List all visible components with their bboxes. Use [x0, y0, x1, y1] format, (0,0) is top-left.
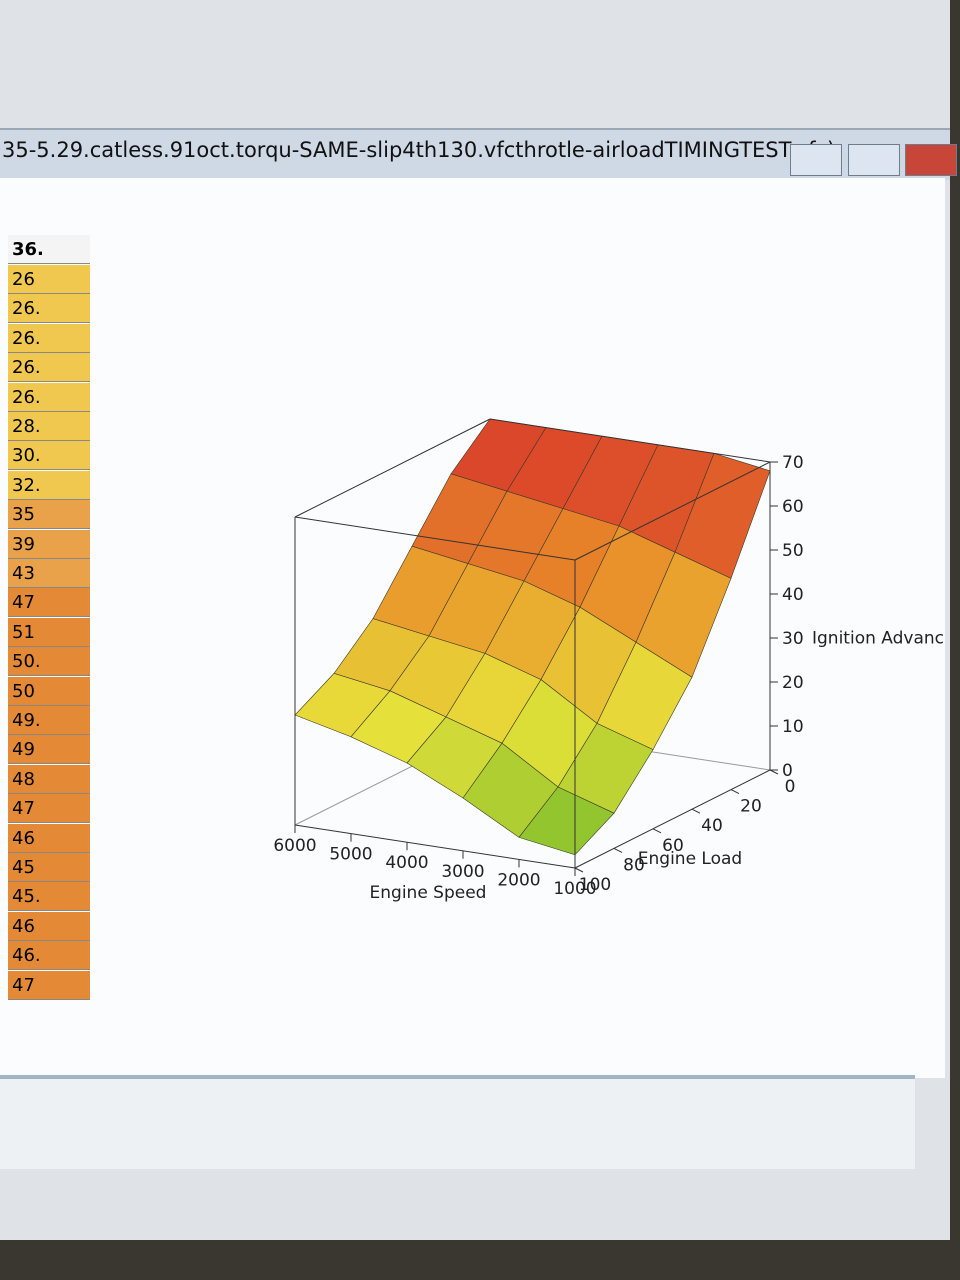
x-tick-label: 3000 [441, 862, 484, 882]
y-tick-label: 60 [662, 836, 684, 856]
y-tick-label: 0 [785, 777, 796, 797]
z-tick-label: 50 [782, 541, 804, 561]
table-cell: 26. [8, 382, 90, 412]
z-tick-label: 70 [782, 453, 804, 473]
table-cell: 50 [8, 676, 90, 706]
table-cell: 26. [8, 353, 90, 383]
table-cell: 49. [8, 706, 90, 735]
table-cell: 47 [8, 794, 90, 824]
x-tick-label: 5000 [329, 845, 372, 865]
table-cell: 30. [8, 441, 90, 471]
table-cell: 26 [8, 265, 90, 294]
z-axis-label: Ignition Advanc [812, 629, 944, 649]
x-tick-label: 4000 [385, 853, 428, 873]
box-edge [294, 824, 576, 869]
z-tick-label: 0 [782, 761, 793, 781]
table-cell: 26. [8, 323, 90, 353]
y-tick [691, 808, 701, 814]
x-axis-label: Engine Speed [370, 883, 487, 903]
box-edge [294, 418, 491, 518]
table-cell: 39 [8, 529, 90, 559]
z-tick-label: 60 [782, 497, 804, 517]
close-button[interactable] [905, 144, 957, 176]
minimize-button[interactable] [790, 144, 842, 176]
x-tick-label: 6000 [273, 836, 316, 856]
box-edge [574, 769, 771, 869]
y-tick [652, 828, 662, 834]
x-tick-label: 2000 [497, 870, 540, 890]
box-edge [489, 418, 771, 463]
table-cell: 43 [8, 559, 90, 588]
y-tick [613, 847, 623, 853]
y-tick-label: 20 [740, 797, 762, 817]
window-title: 35-5.29.catless.91oct.torqu-SAME-slip4th… [2, 138, 836, 162]
table-cell: 49 [8, 735, 90, 765]
table-cell: 45. [8, 882, 90, 912]
y-tick-label: 40 [701, 816, 723, 836]
table-cell: 32. [8, 470, 90, 500]
maximize-button[interactable] [848, 144, 900, 176]
y-axis-label: Engine Load [638, 849, 742, 869]
box-edge [294, 516, 576, 561]
table-cell: 46 [8, 911, 90, 941]
box-edge [574, 461, 771, 561]
table-cell: 46 [8, 823, 90, 853]
y-tick [730, 789, 740, 795]
table-header: 36. [8, 235, 90, 264]
table-cell: 47 [8, 588, 90, 618]
screen: 35-5.29.catless.91oct.torqu-SAME-slip4th… [0, 0, 957, 1240]
z-tick-label: 40 [782, 585, 804, 605]
table-cell: 28. [8, 412, 90, 441]
table-cell: 48 [8, 764, 90, 794]
surface-patch [518, 786, 615, 856]
table-cell: 51 [8, 617, 90, 647]
table-cell: 47 [8, 970, 90, 1000]
table-cell: 50. [8, 647, 90, 677]
z-tick-label: 30 [782, 629, 804, 649]
table-cell: 35 [8, 500, 90, 530]
table-cell: 45 [8, 853, 90, 882]
surface-chart: 6000 5000 4000 3000 2000 10001008060402000102… [273, 418, 944, 903]
y-tick [574, 867, 584, 873]
table-cell: 26. [8, 294, 90, 324]
y-tick [769, 769, 779, 775]
z-tick-label: 10 [782, 717, 804, 737]
y-tick-label: 80 [623, 855, 645, 875]
x-tick-label: 1000 [553, 879, 596, 899]
z-tick-label: 20 [782, 673, 804, 693]
y-tick-label: 100 [579, 875, 611, 895]
table-cell: 46. [8, 941, 90, 971]
status-area [0, 1075, 915, 1169]
